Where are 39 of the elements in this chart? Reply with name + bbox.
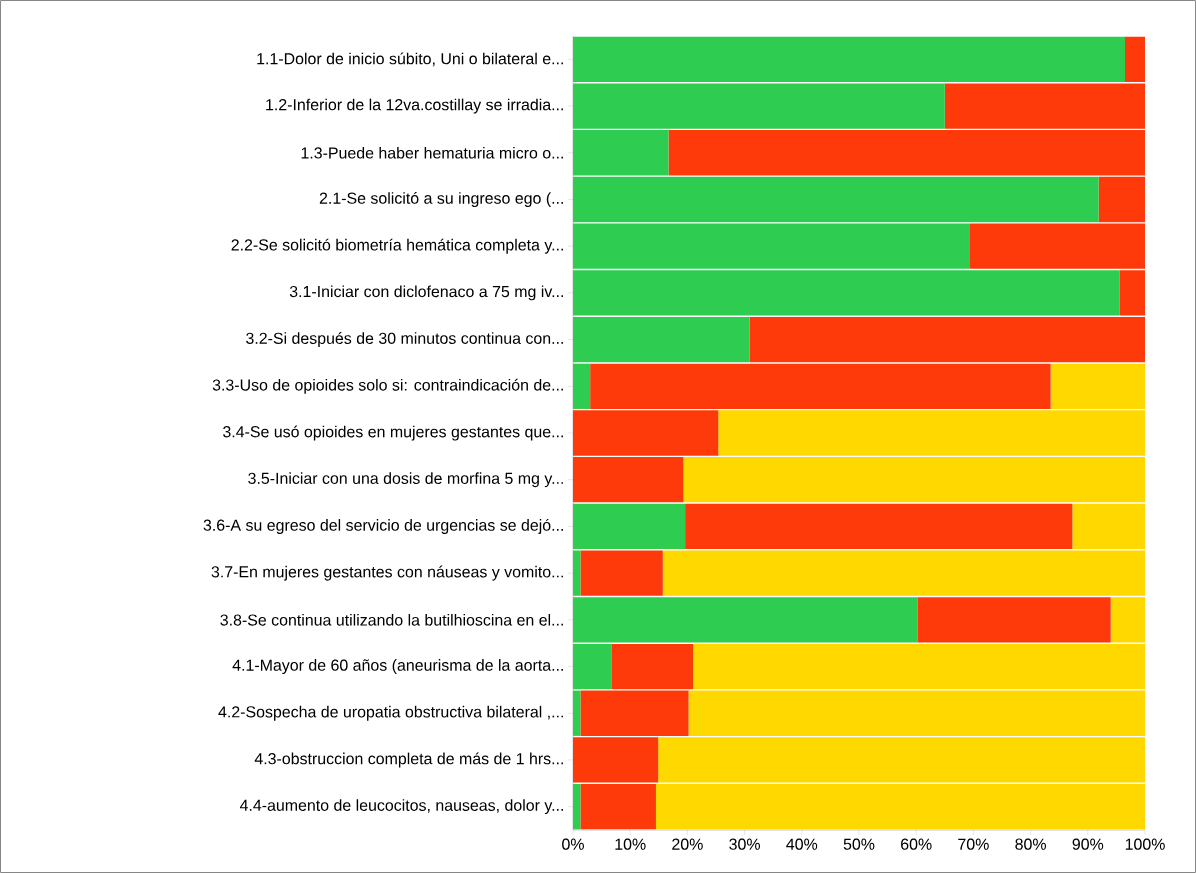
x-tick-label: 90% bbox=[1072, 838, 1104, 850]
bar bbox=[917, 597, 1111, 643]
y-tick-label: 4.1-Mayor de 60 años (aneurisma de la aorta... bbox=[232, 659, 563, 674]
bar bbox=[573, 784, 581, 830]
y-tick-label: 3.1-Iniciar con diclofenaco a 75 mg iv... bbox=[289, 285, 563, 301]
x-tick-label: 30% bbox=[729, 838, 760, 850]
y-tick-label: 2.1-Se solicitó a su ingreso ego (... bbox=[319, 191, 563, 207]
bar bbox=[573, 690, 581, 736]
x-tick-label: 0% bbox=[562, 838, 584, 850]
y-tick-label: 4.2-Sospecha de uropatia obstructiva bilateral ,... bbox=[218, 705, 563, 721]
y-tick-label: 4.3-obstruccion completa de más de 1 hrs... bbox=[254, 752, 563, 768]
bar bbox=[573, 643, 612, 690]
x-tick-label: 40% bbox=[786, 838, 818, 850]
y-tick-label: 2.2-Se solicitó biometría hemática completa y... bbox=[231, 238, 563, 254]
x-tick-label: 80% bbox=[1015, 838, 1046, 850]
x-tick-label: 20% bbox=[672, 838, 703, 850]
y-tick-label: 3.3-Uso de opioides solo si: contraindicación de... bbox=[212, 378, 563, 394]
x-tick-label: 60% bbox=[901, 838, 932, 850]
bar bbox=[693, 643, 1146, 690]
y-tick-label: 1.1-Dolor de inicio súbito, Uni o bilateral e... bbox=[257, 52, 563, 67]
bar bbox=[1098, 176, 1146, 223]
y-tick-label: 4.4-aumento de leucocitos, nauseas, dolor y... bbox=[239, 799, 563, 815]
x-tick-label: 50% bbox=[843, 838, 875, 850]
y-tick-label: 1.3-Puede haber hematuria micro o... bbox=[301, 146, 563, 159]
x-tick-label: 70% bbox=[958, 838, 989, 850]
x-tick-label: 100% bbox=[1125, 838, 1165, 850]
x-tick-label: 10% bbox=[615, 838, 646, 850]
y-tick-label: 3.4-Se usó opioides en mujeres gestantes que... bbox=[223, 425, 563, 441]
y-tick-label: 1.2-Inferior de la 12va.costillay se irradia... bbox=[266, 98, 563, 114]
y-tick-label: 3.5-Iniciar con una dosis de morfina 5 mg y... bbox=[248, 472, 563, 488]
y-tick-label: 3.8-Se continua utilizando la butilhioscina en el... bbox=[220, 613, 563, 626]
y-tick-label: 3.7-En mujeres gestantes con náuseas y vomito... bbox=[211, 565, 563, 581]
bar bbox=[573, 363, 591, 409]
bar bbox=[685, 503, 1073, 550]
bar bbox=[611, 643, 694, 690]
bar bbox=[573, 176, 1099, 223]
y-tick-label: 3.2-Si después de 30 minutos continua con... bbox=[246, 332, 563, 348]
bar bbox=[580, 550, 663, 596]
y-tick-label: 3.6-A su egreso del servicio de urgencias se dejó... bbox=[203, 518, 563, 534]
